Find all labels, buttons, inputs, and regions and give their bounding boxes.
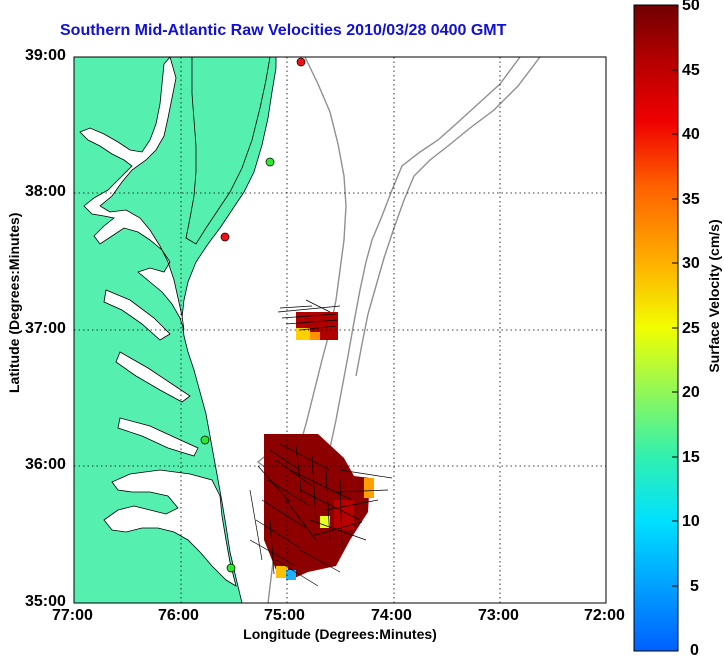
chesapeake-bay <box>79 57 185 331</box>
colorbar-tick-label: 40 <box>682 126 700 143</box>
colorbar-tick-label: 20 <box>682 384 700 401</box>
pamlico-sound <box>103 469 237 587</box>
land-delmarva <box>185 57 271 245</box>
x-tick-label: 73:00 <box>478 607 519 624</box>
velocity-vectors <box>249 299 393 587</box>
river-inlet <box>115 351 191 403</box>
graticule <box>74 57 606 603</box>
x-tick-label: 72:00 <box>584 607 625 624</box>
station-marker <box>220 232 230 242</box>
station-marker <box>265 157 275 167</box>
map-title: Southern Mid-Atlantic Raw Velocities 201… <box>60 22 507 39</box>
x-axis-label: Longitude (Degrees:Minutes) <box>243 626 437 642</box>
colorbar-tick-label: 35 <box>682 191 700 208</box>
colorbar-tick-label: 10 <box>682 513 700 530</box>
y-tick-label: 35:00 <box>25 593 66 610</box>
plot-frame <box>73 56 607 604</box>
colorbar-tick-label: 50 <box>682 0 700 14</box>
velocity-patch-north <box>296 312 338 340</box>
colorbar-tick-label: 30 <box>682 255 700 272</box>
colorbar-tick-label: 45 <box>682 62 700 79</box>
x-tick-label: 76:00 <box>158 607 199 624</box>
colorbar-label: Surface Velocity (cm/s) <box>706 219 722 373</box>
colorbar <box>633 4 679 652</box>
river-inlet <box>103 289 171 341</box>
station-marker <box>200 435 210 445</box>
colorbar-tick-label: 25 <box>682 320 700 337</box>
radar-stations <box>200 57 306 573</box>
x-tick-label: 74:00 <box>371 607 412 624</box>
y-tick-label: 37:00 <box>25 320 66 337</box>
colorbar-tick-label: 0 <box>690 642 699 659</box>
colorbar-ticks <box>672 4 678 587</box>
river-inlet <box>117 417 199 457</box>
station-marker <box>226 563 236 573</box>
colorbar-tick-label: 5 <box>690 578 699 595</box>
y-tick-label: 39:00 <box>25 47 66 64</box>
station-marker <box>296 57 306 67</box>
y-tick-label: 36:00 <box>25 456 66 473</box>
y-tick-label: 38:00 <box>25 183 66 200</box>
x-tick-label: 77:00 <box>52 607 93 624</box>
colorbar-tick-label: 15 <box>682 449 700 466</box>
x-tick-label: 75:00 <box>264 607 305 624</box>
